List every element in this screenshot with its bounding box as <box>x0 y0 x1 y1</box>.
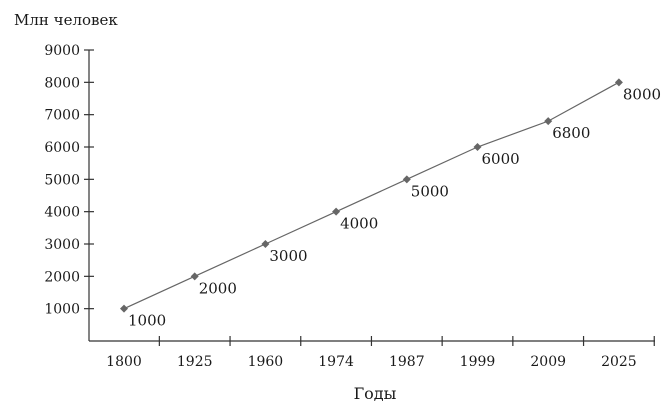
y-tick-label: 4000 <box>44 205 80 221</box>
y-tick-label: 1000 <box>44 302 80 318</box>
y-axis-title: Млн человек <box>14 11 118 29</box>
y-tick-label: 8000 <box>44 75 80 91</box>
x-tick-label: 1925 <box>177 354 213 370</box>
data-point-marker <box>614 78 623 87</box>
y-tick-label: 2000 <box>44 269 80 285</box>
data-point-marker <box>473 143 482 151</box>
y-tick-label: 5000 <box>44 172 80 188</box>
x-tick-label: 2009 <box>530 354 566 370</box>
x-tick-label: 1974 <box>318 354 354 370</box>
y-axis: 1000 2000 3000 4000 5000 6000 7000 8000 9000 <box>44 43 94 341</box>
data-point-marker <box>332 207 341 216</box>
data-label: 3000 <box>269 247 307 265</box>
x-tick-label: 1987 <box>389 354 425 370</box>
y-tick-label: 6000 <box>44 140 80 156</box>
data-label: 4000 <box>340 215 378 233</box>
y-tick-label: 9000 <box>44 43 80 59</box>
data-label: 2000 <box>199 279 237 297</box>
plot-area: 1000 2000 3000 4000 5000 6000 6800 8000 <box>120 78 661 330</box>
x-tick-label: 1800 <box>106 354 142 370</box>
data-label: 6000 <box>482 150 520 168</box>
data-point-marker <box>544 117 553 126</box>
data-label: 1000 <box>128 312 166 330</box>
x-axis: 1800 1925 1960 1974 1987 1999 2009 2025 <box>89 336 655 370</box>
x-tick-label: 1960 <box>248 354 284 370</box>
data-label: 5000 <box>411 182 449 200</box>
data-label: 8000 <box>623 85 661 103</box>
data-point-marker <box>120 304 128 313</box>
data-point-marker <box>261 240 270 248</box>
x-axis-title: Годы <box>354 384 397 403</box>
data-point-marker <box>190 272 199 281</box>
x-tick-label: 1999 <box>460 354 496 370</box>
x-tick-label: 2025 <box>601 354 637 370</box>
y-tick-label: 7000 <box>44 108 80 124</box>
data-label: 6800 <box>552 124 590 142</box>
series-line <box>123 81 620 310</box>
data-point-marker <box>402 175 411 184</box>
y-tick-label: 3000 <box>44 237 80 253</box>
